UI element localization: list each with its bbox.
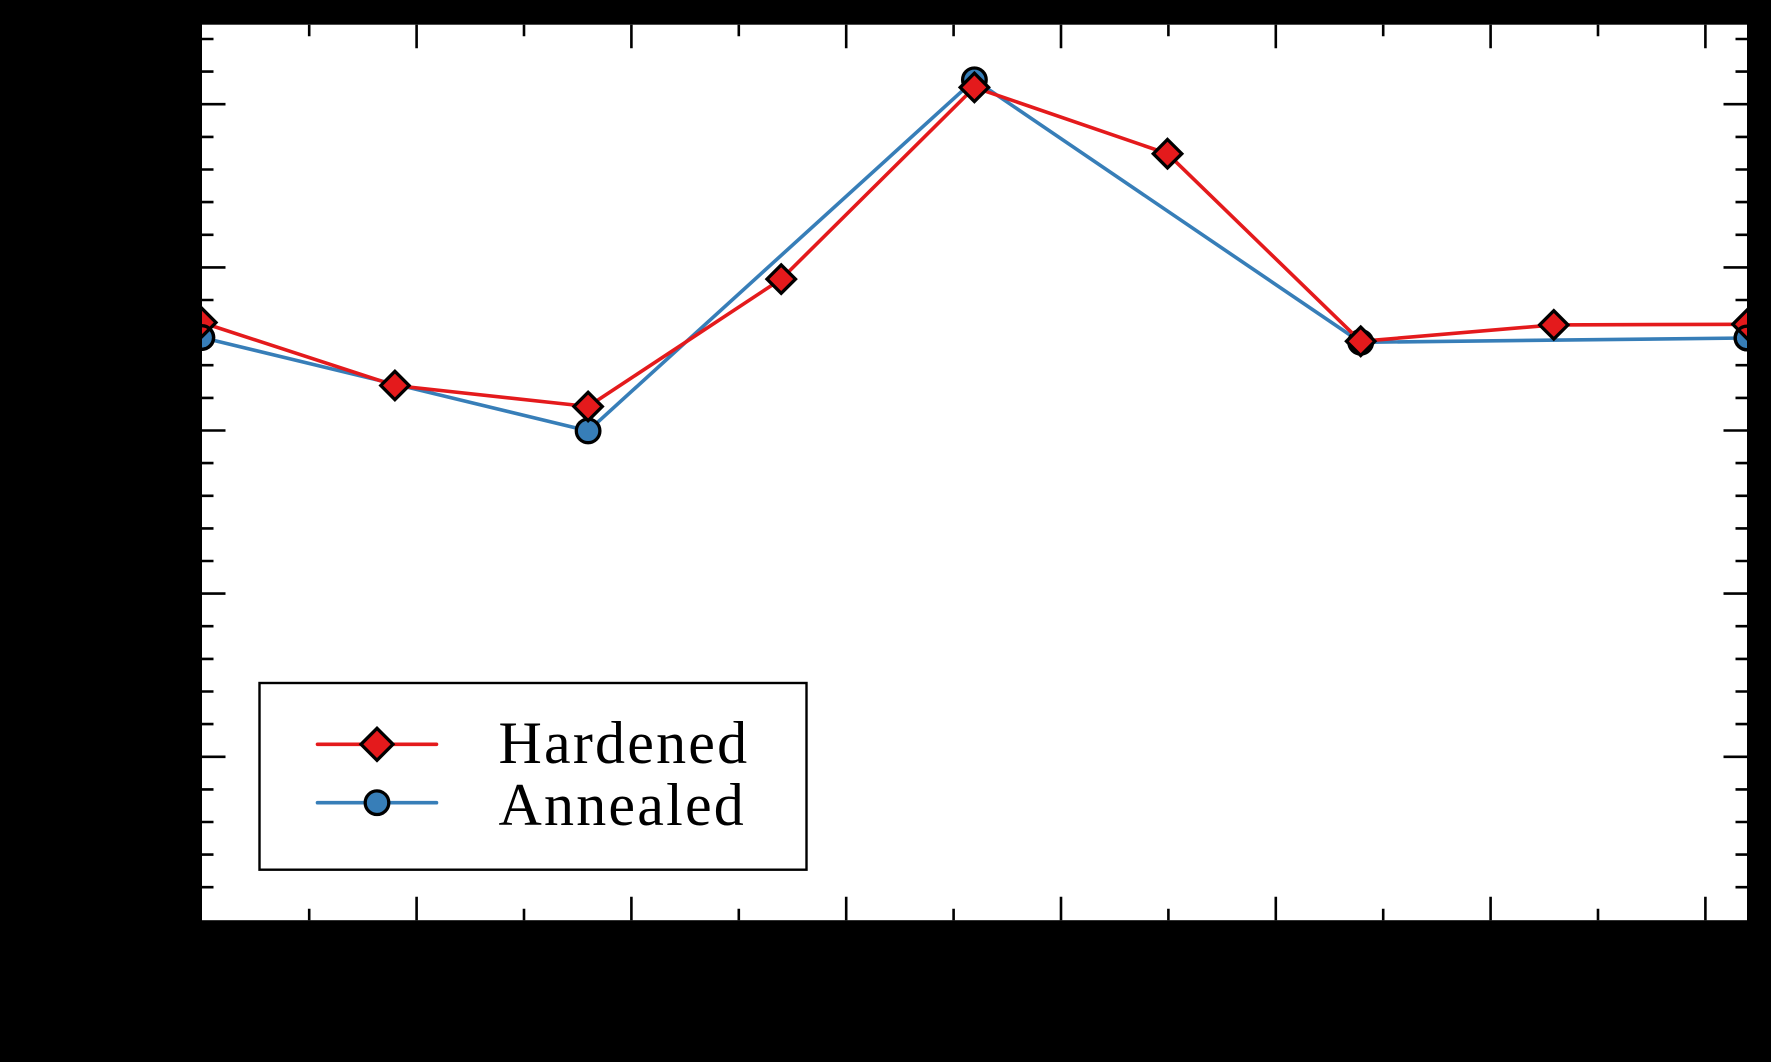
svg-text:Hardened: Hardened — [499, 710, 750, 776]
svg-text:Annealed: Annealed — [499, 772, 747, 838]
